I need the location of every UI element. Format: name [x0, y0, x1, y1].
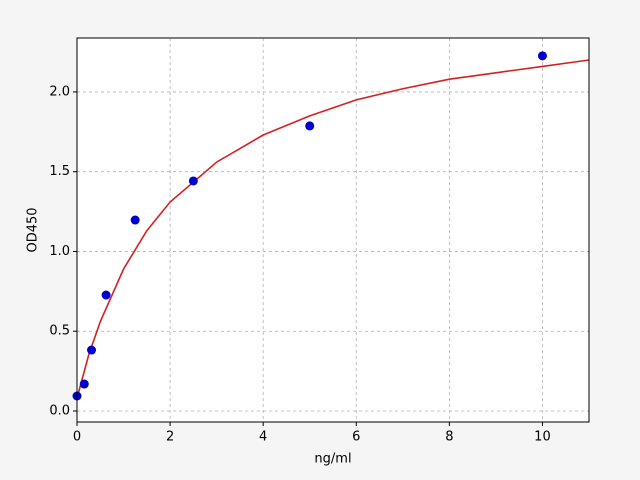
y-axis-label: OD450: [26, 207, 41, 252]
data-point: [305, 121, 315, 131]
fit-curve: [76, 59, 590, 399]
data-point: [188, 176, 198, 186]
data-point: [87, 345, 97, 355]
data-point: [79, 379, 89, 389]
x-tick-label: 2: [166, 430, 174, 445]
y-tick-label: 2.0: [49, 84, 70, 99]
axes-frame: [76, 37, 590, 423]
y-tick-label: 1.0: [49, 244, 70, 259]
data-point: [101, 290, 111, 300]
y-tick-label: 0.0: [49, 403, 70, 418]
y-tick-label: 1.5: [49, 164, 70, 179]
x-tick-label: 8: [445, 430, 453, 445]
data-point: [537, 51, 547, 61]
x-tick-label: 4: [259, 430, 267, 445]
x-tick-label: 10: [534, 430, 551, 445]
x-axis-label: ng/ml: [314, 452, 351, 467]
x-tick-label: 0: [73, 430, 81, 445]
x-tick-label: 6: [352, 430, 360, 445]
plot-area: [77, 38, 589, 422]
y-tick-label: 0.5: [49, 324, 70, 339]
data-point: [130, 215, 140, 225]
